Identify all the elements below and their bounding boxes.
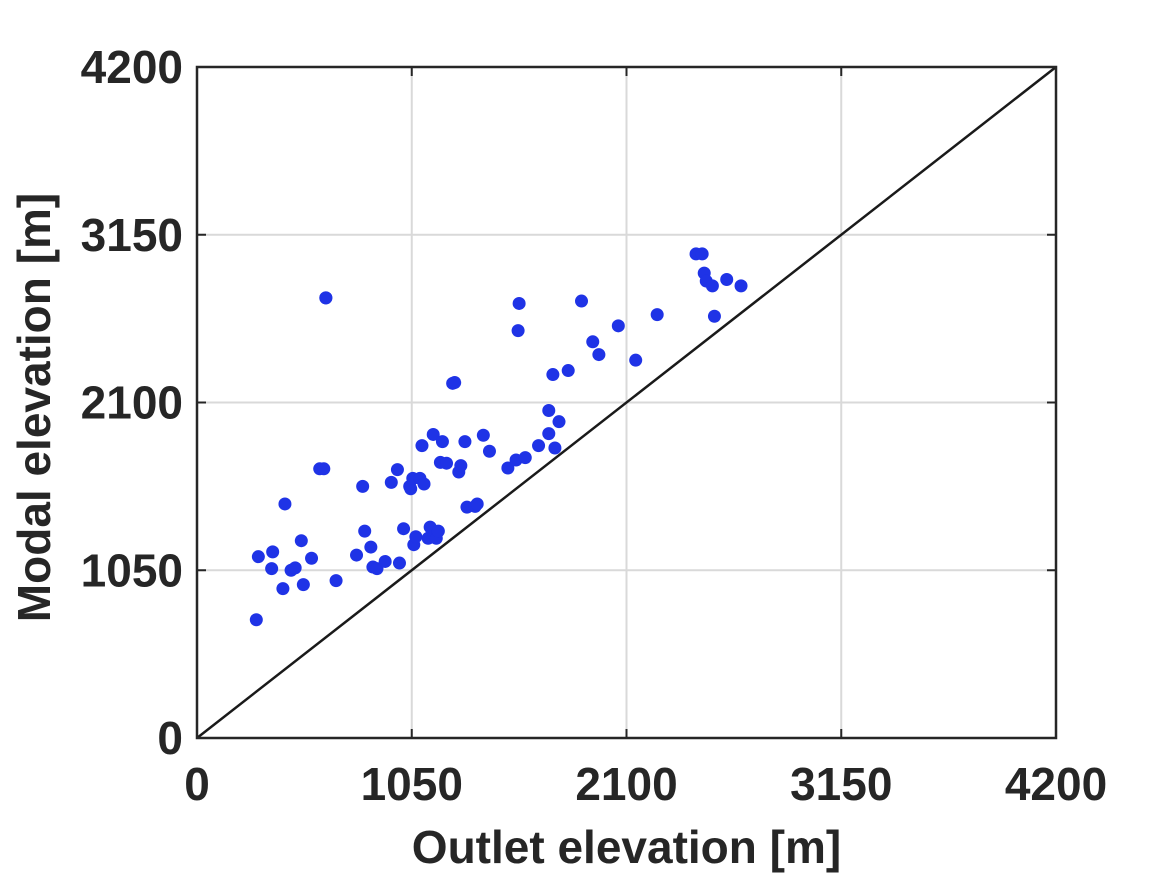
x-tick-label: 1050 <box>361 758 463 810</box>
y-tick-label: 3150 <box>81 209 183 261</box>
scatter-point <box>707 309 721 323</box>
scatter-point <box>276 582 290 596</box>
scatter-point <box>397 522 411 536</box>
scatter-point <box>542 403 556 417</box>
scatter-point <box>532 439 546 453</box>
scatter-point <box>409 530 423 544</box>
scatter-point <box>364 540 378 554</box>
y-tick-labels: 0 1050 2100 3150 4200 <box>81 41 1056 764</box>
x-tick-label: 0 <box>184 758 210 810</box>
scatter-point <box>319 291 333 305</box>
scatter-point <box>305 551 319 565</box>
scatter-point <box>561 364 575 378</box>
scatter-point <box>417 477 431 491</box>
scatter-point <box>294 534 308 548</box>
data-points <box>249 247 748 627</box>
x-tick-label: 3150 <box>790 758 892 810</box>
scatter-point <box>415 439 429 453</box>
scatter-point <box>266 545 280 559</box>
scatter-point <box>350 548 364 562</box>
scatter-point <box>431 524 445 538</box>
y-tick-label: 1050 <box>81 544 183 596</box>
scatter-point <box>546 368 560 382</box>
scatter-point <box>629 353 643 367</box>
scatter-point <box>548 441 562 455</box>
scatter-point <box>356 479 370 493</box>
scatter-point <box>358 524 372 538</box>
x-axis-label: Outlet elevation [m] <box>412 821 841 873</box>
scatter-point <box>695 247 709 261</box>
scatter-point <box>288 561 302 575</box>
scatter-point <box>378 554 392 568</box>
scatter-point <box>384 475 398 489</box>
scatter-point <box>426 427 440 441</box>
y-tick-label: 0 <box>157 712 183 764</box>
scatter-point <box>518 451 532 465</box>
reference-line-layer <box>196 66 1057 739</box>
scatter-point <box>575 294 589 308</box>
scatter-point <box>265 562 279 576</box>
scatter-point <box>435 435 449 449</box>
scatter-point <box>440 456 454 470</box>
scatter-point <box>482 444 496 458</box>
scatter-point <box>512 296 526 310</box>
scatter-point <box>470 497 484 511</box>
y-axis-label: Modal elevation [m] <box>8 193 60 622</box>
scatter-point <box>552 415 566 429</box>
x-tick-label: 2100 <box>575 758 677 810</box>
scatter-point <box>317 462 331 476</box>
y-tick-label: 2100 <box>81 377 183 429</box>
scatter-point <box>251 550 265 564</box>
scatter-point <box>249 613 263 627</box>
scatter-point <box>454 459 468 473</box>
scatter-point <box>611 319 625 333</box>
scatter-point <box>476 428 490 442</box>
one-to-one-line <box>196 66 1057 739</box>
scatter-point <box>390 463 404 477</box>
scatter-point <box>448 376 462 390</box>
y-tick-label: 4200 <box>81 41 183 93</box>
scatter-point <box>511 324 525 338</box>
scatter-point <box>404 482 418 496</box>
scatter-point <box>458 435 472 449</box>
scatter-point <box>296 578 310 592</box>
scatter-point <box>542 427 556 441</box>
scatter-point <box>650 308 664 322</box>
x-tick-label: 4200 <box>1005 758 1107 810</box>
scatter-point <box>392 556 406 570</box>
scatter-point <box>734 279 748 293</box>
scatter-point <box>592 348 606 362</box>
scatter-point <box>586 335 600 349</box>
scatter-point <box>720 272 734 286</box>
scatter-point <box>501 461 515 475</box>
x-tick-labels: 0 1050 2100 3150 4200 <box>184 67 1107 810</box>
scatter-point <box>705 279 719 293</box>
scatter-point <box>329 574 343 588</box>
scatter-point <box>278 497 292 511</box>
